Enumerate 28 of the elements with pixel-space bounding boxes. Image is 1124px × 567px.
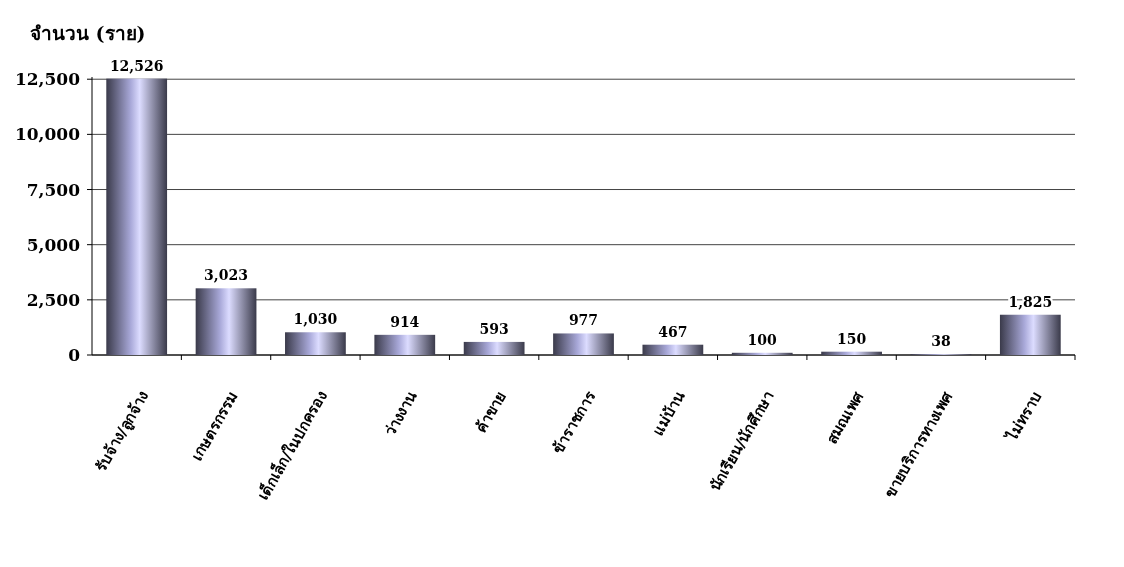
y-axis-title: จำนวน (ราย) bbox=[30, 22, 146, 44]
bar bbox=[195, 288, 257, 355]
data-label: 12,526 bbox=[109, 57, 164, 74]
y-tick-label: 2,500 bbox=[26, 289, 81, 310]
data-label: 914 bbox=[390, 313, 420, 330]
data-label: 593 bbox=[479, 320, 509, 337]
bar bbox=[374, 334, 436, 355]
bar bbox=[106, 78, 168, 355]
bar bbox=[999, 314, 1061, 355]
data-label: 38 bbox=[931, 333, 951, 350]
data-label: 1,825 bbox=[1008, 293, 1053, 310]
y-tick-label: 0 bbox=[68, 345, 81, 365]
y-tick-label: 10,000 bbox=[14, 124, 81, 145]
bar bbox=[642, 344, 704, 355]
bar bbox=[553, 333, 614, 355]
data-label: 1,030 bbox=[293, 311, 338, 328]
y-tick-label: 12,500 bbox=[14, 69, 81, 90]
bar bbox=[285, 332, 346, 355]
bar bbox=[731, 352, 793, 355]
bar bbox=[821, 351, 882, 355]
y-tick-label: 5,000 bbox=[26, 234, 81, 255]
data-label: 977 bbox=[568, 312, 599, 329]
y-tick-label: 7,500 bbox=[26, 179, 81, 200]
data-label: 150 bbox=[836, 330, 867, 347]
bar bbox=[463, 341, 525, 355]
data-label: 100 bbox=[747, 331, 778, 348]
data-label: 467 bbox=[658, 323, 688, 340]
data-label: 3,023 bbox=[204, 267, 248, 284]
